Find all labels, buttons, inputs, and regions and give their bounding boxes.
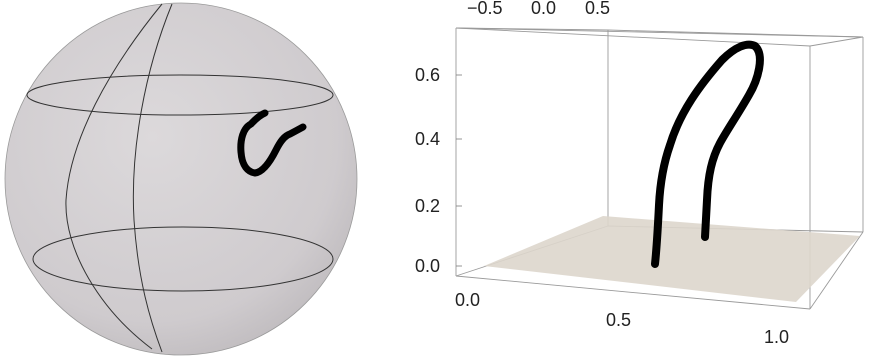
sphere-panel — [4, 2, 358, 356]
meridian-line-1 — [65, 3, 163, 350]
vertical-axis-ticks — [456, 74, 462, 267]
sphere-curve — [237, 109, 307, 177]
x-tick-label-0: 0.0 — [455, 290, 480, 310]
space-curve — [651, 40, 764, 268]
latitude-circle-lower — [32, 226, 334, 292]
z-tick-label-3: 0.6 — [415, 65, 440, 85]
y-tick-label-2: 0.5 — [585, 0, 610, 18]
x-tick-label-1: 0.5 — [606, 310, 631, 330]
y-tick-label-1: 0.0 — [531, 0, 556, 18]
z-tick-label-2: 0.4 — [415, 129, 440, 149]
base-plane — [484, 216, 860, 302]
y-tick-label-0: −0.5 — [467, 0, 503, 18]
latitude-circle-upper — [26, 74, 334, 116]
sphere — [4, 2, 358, 356]
z-tick-label-1: 0.2 — [415, 196, 440, 216]
x-tick-label-2: 1.0 — [764, 327, 789, 347]
box-plot-panel: 0.0 0.2 0.4 0.6 0.0 0.5 1.0 −0.5 0.0 0.5 — [415, 0, 864, 347]
z-tick-label-0: 0.0 — [415, 256, 440, 276]
meridian-line-2 — [132, 3, 173, 353]
